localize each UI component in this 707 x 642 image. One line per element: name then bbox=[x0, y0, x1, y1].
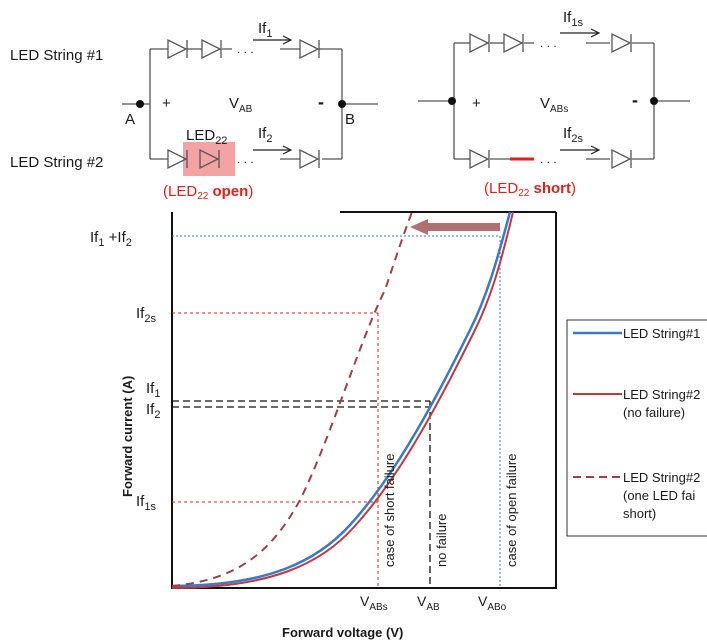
string2-short-curve bbox=[171, 211, 413, 587]
diode-icon bbox=[299, 148, 320, 170]
right-circuit: . . . If1s . . . If2s + VABs - (LED22 sh… bbox=[418, 9, 690, 199]
svg-text:. . .: . . . bbox=[237, 152, 254, 166]
ytick-if2: If2 bbox=[146, 401, 160, 421]
if1s-label: If1s bbox=[563, 9, 583, 29]
vabs-label: VABs bbox=[540, 95, 568, 115]
plus-sign: + bbox=[472, 95, 481, 112]
plus-sign: + bbox=[162, 95, 171, 112]
string1-label: LED String #1 bbox=[10, 47, 103, 64]
svg-text:. . .: . . . bbox=[540, 152, 557, 166]
node-a-label: A bbox=[125, 111, 135, 128]
diode-icon bbox=[167, 148, 188, 170]
led22-open-highlight bbox=[183, 142, 235, 176]
left-circuit: LED String #1 LED String #2 . . . bbox=[10, 20, 378, 202]
diode-icon bbox=[167, 38, 190, 60]
legend-item-2: LED String#2 bbox=[623, 387, 700, 402]
legend-item-3-note2: short) bbox=[623, 506, 656, 521]
plot-frame bbox=[171, 212, 557, 589]
diode-icon bbox=[201, 38, 222, 60]
xtick-vabo: VABo bbox=[478, 593, 507, 613]
ytick-if1: If1 bbox=[146, 380, 160, 400]
minus-sign: - bbox=[318, 92, 324, 112]
if2-label: If2 bbox=[258, 125, 272, 145]
shift-arrow-icon bbox=[410, 219, 500, 235]
if1-label: If1 bbox=[258, 20, 272, 40]
node-a-dot bbox=[136, 100, 144, 108]
x-axis-label: Forward voltage (V) bbox=[282, 625, 403, 640]
ytick-if1s: If1s bbox=[136, 493, 156, 513]
node-dot bbox=[650, 97, 658, 105]
diode-icon bbox=[503, 32, 524, 54]
string1-curve bbox=[171, 211, 512, 588]
xtick-vabs: VABs bbox=[360, 593, 388, 613]
node-dot bbox=[448, 97, 456, 105]
diode-icon bbox=[611, 32, 632, 54]
annotation-short-failure: case of short failure bbox=[382, 454, 397, 567]
legend-item-3: LED String#2 bbox=[623, 470, 700, 485]
legend-frame bbox=[566, 319, 707, 537]
led22-diode-icon bbox=[199, 148, 220, 170]
ytick-if1-plus-if2: If1 +If2 bbox=[90, 229, 132, 249]
svg-text:. . .: . . . bbox=[540, 36, 557, 50]
annotation-open-failure: case of open failure bbox=[504, 454, 519, 567]
diode-icon bbox=[299, 38, 322, 60]
legend: LED String#1 LED String#2 (no failure) L… bbox=[566, 319, 707, 537]
vab-label: VAB bbox=[229, 95, 253, 115]
string2-curve bbox=[171, 211, 514, 589]
minus-sign: - bbox=[632, 90, 638, 110]
legend-item-1: LED String#1 bbox=[623, 326, 700, 341]
ytick-if2s: If2s bbox=[136, 305, 156, 325]
legend-item-2-note: (no failure) bbox=[623, 405, 685, 420]
led22-label: LED22 bbox=[186, 127, 227, 147]
if2s-label: If2s bbox=[563, 125, 583, 145]
open-caption: (LED22 open) bbox=[163, 183, 253, 202]
ellipsis-dots: . . . bbox=[237, 42, 254, 56]
xtick-vab: VAB bbox=[417, 593, 440, 613]
node-b-dot bbox=[338, 100, 346, 108]
diode-icon bbox=[469, 148, 490, 170]
y-axis-label: Forward current (A) bbox=[120, 376, 135, 497]
annotation-no-failure: no failure bbox=[434, 514, 449, 567]
string2-label: LED String #2 bbox=[10, 154, 103, 171]
iv-chart: If1 +If2 If2s If1 If2 If1s VABs VAB VABo… bbox=[90, 211, 557, 640]
legend-item-3-note: (one LED fai bbox=[623, 488, 695, 503]
diode-icon bbox=[469, 32, 490, 54]
node-b-label: B bbox=[345, 111, 355, 128]
diode-icon bbox=[611, 148, 632, 170]
short-caption: (LED22 short) bbox=[484, 180, 576, 199]
